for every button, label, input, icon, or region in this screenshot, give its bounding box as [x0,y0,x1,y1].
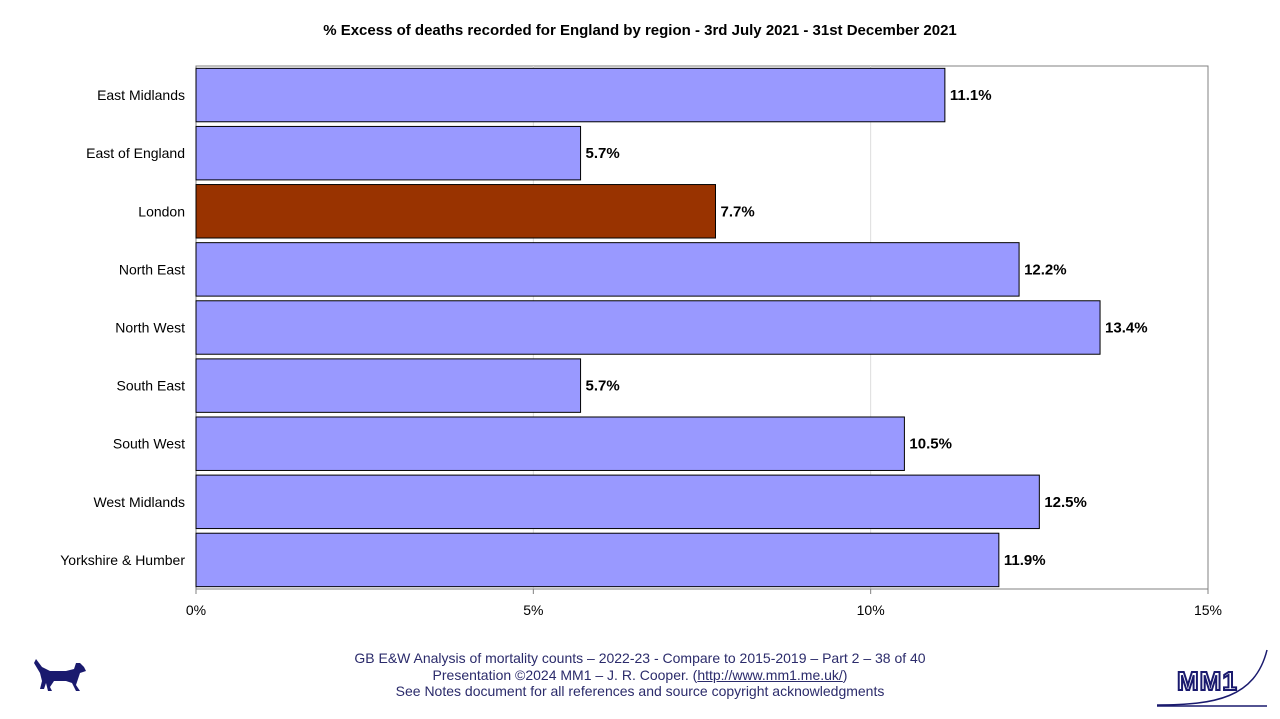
footer-copyright-text: Presentation ©2024 MM1 – J. R. Cooper. ( [432,667,698,683]
x-tick-label: 15% [1194,602,1222,618]
bar-value-label: 11.1% [950,87,992,104]
bar [195,300,1101,355]
footer-paren: ) [842,667,848,683]
dog-icon [34,659,86,691]
category-label: Yorkshire & Humber [60,552,185,568]
bar-value-label: 12.5% [1044,494,1087,511]
footer-line-3: See Notes document for all references an… [395,683,885,699]
x-tick-label: 5% [523,602,543,618]
category-label: North East [119,261,185,277]
bar-chart: 11.1% East Midlands 5.7% East of England 7.7… [60,65,1222,618]
bar-value-label: 5.7% [586,378,620,395]
category-label: North West [115,320,185,336]
bar [195,532,1000,588]
category-label: West Midlands [93,494,185,510]
bar-value-label: 7.7% [720,203,754,220]
category-label: South East [117,378,186,394]
bar-value-label: 5.7% [586,145,620,162]
chart-title: % Excess of deaths recorded for England … [323,22,957,39]
category-label: London [138,203,185,219]
x-tick-label: 10% [857,602,885,618]
bar-value-label: 12.2% [1024,261,1067,278]
mm1-logo-text: MM1 [1177,666,1238,696]
footer-line-2: Presentation ©2024 MM1 – J. R. Cooper. (… [190,667,1090,683]
bar [195,125,582,181]
footer-website-link[interactable]: http://www.mm1.me.uk/ [697,667,843,683]
bar-value-label: 13.4% [1105,320,1148,337]
bar [195,184,716,239]
bar-value-label: 11.9% [1004,552,1046,569]
x-tick-label: 0% [186,602,206,618]
bar [195,416,905,471]
bar [195,67,946,123]
mm1-logo: MM1 [1156,649,1268,707]
category-label: East of England [86,145,185,161]
category-label: South West [113,436,185,452]
bar [195,358,582,413]
footer-line-1: GB E&W Analysis of mortality counts – 20… [354,650,926,666]
bar [195,242,1020,297]
bar [195,474,1040,530]
category-label: East Midlands [97,87,185,103]
bar-value-label: 10.5% [909,436,952,453]
